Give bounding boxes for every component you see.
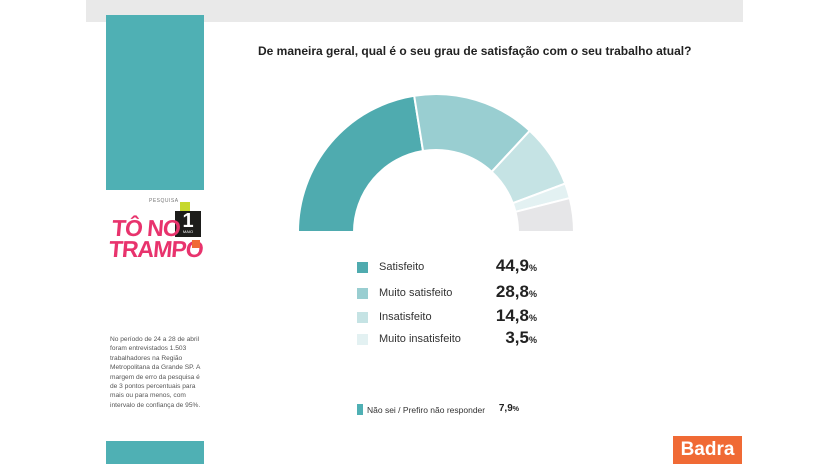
legend-label: Satisfeito <box>379 261 425 273</box>
unit-label: % <box>512 406 519 413</box>
logo-eyebrow: PESQUISA <box>149 198 179 204</box>
side-accent-top <box>106 15 204 190</box>
legend-swatch <box>357 312 368 323</box>
legend-item-insatisfeito: Insatisfeito 14,8% <box>357 306 537 327</box>
legend-label: Não sei / Prefiro não responder <box>367 405 486 415</box>
side-panel: PESQUISA 1 MAIO TÔ NO TRAMPO No período … <box>106 15 204 464</box>
legend-swatch <box>357 404 363 415</box>
logo-yellow-square <box>180 202 190 212</box>
unit-label: % <box>528 335 537 345</box>
legend-item-satisfeito: Satisfeito 44,9% <box>357 256 537 277</box>
legend-label: Muito insatisfeito <box>379 333 461 345</box>
legend-value: 28,8% <box>496 282 537 302</box>
logo-month: MAIO <box>182 229 194 234</box>
chart-arcs <box>296 93 576 233</box>
side-accent-bottom <box>106 441 204 464</box>
brand-logo: Badra <box>673 436 742 464</box>
legend-item-muito-insatisfeito: Muito insatisfeito 3,5% <box>357 328 537 349</box>
data-label: 14,8 <box>495 306 529 325</box>
legend-swatch <box>357 288 368 299</box>
legend-swatch <box>357 334 368 345</box>
legend-swatch <box>357 262 368 273</box>
legend-value: 7,9% <box>499 403 519 414</box>
legend-value: 44,9% <box>496 256 537 276</box>
methodology-note: No período de 24 a 28 de abril foram ent… <box>110 336 201 409</box>
logo-date-box: 1 MAIO <box>175 211 201 237</box>
legend-item-nao-sei: Não sei / Prefiro não responder 7,9% <box>357 403 519 418</box>
arc-segment-0 <box>296 94 425 233</box>
data-label: 44,9 <box>495 256 529 275</box>
legend-item-muito-satisfeito: Muito satisfeito 28,8% <box>357 282 537 303</box>
logo-day: 1 <box>182 210 194 232</box>
chart-title: De maneira geral, qual é o seu grau de s… <box>258 44 692 58</box>
unit-label: % <box>528 313 537 323</box>
data-label: 28,8 <box>495 282 529 301</box>
arc-segment-4 <box>514 196 576 233</box>
legend-label: Insatisfeito <box>379 311 432 323</box>
legend-value: 3,5% <box>505 328 537 348</box>
campaign-logo: PESQUISA 1 MAIO TÔ NO TRAMPO <box>106 191 204 281</box>
logo-orange-square <box>192 240 200 248</box>
data-label: 3,5 <box>505 328 529 347</box>
top-bar <box>86 0 743 22</box>
unit-label: % <box>528 289 537 299</box>
unit-label: % <box>528 263 537 273</box>
data-label: 7,9 <box>498 403 513 414</box>
legend-value: 14,8% <box>496 306 537 326</box>
legend-label: Muito satisfeito <box>379 287 453 299</box>
